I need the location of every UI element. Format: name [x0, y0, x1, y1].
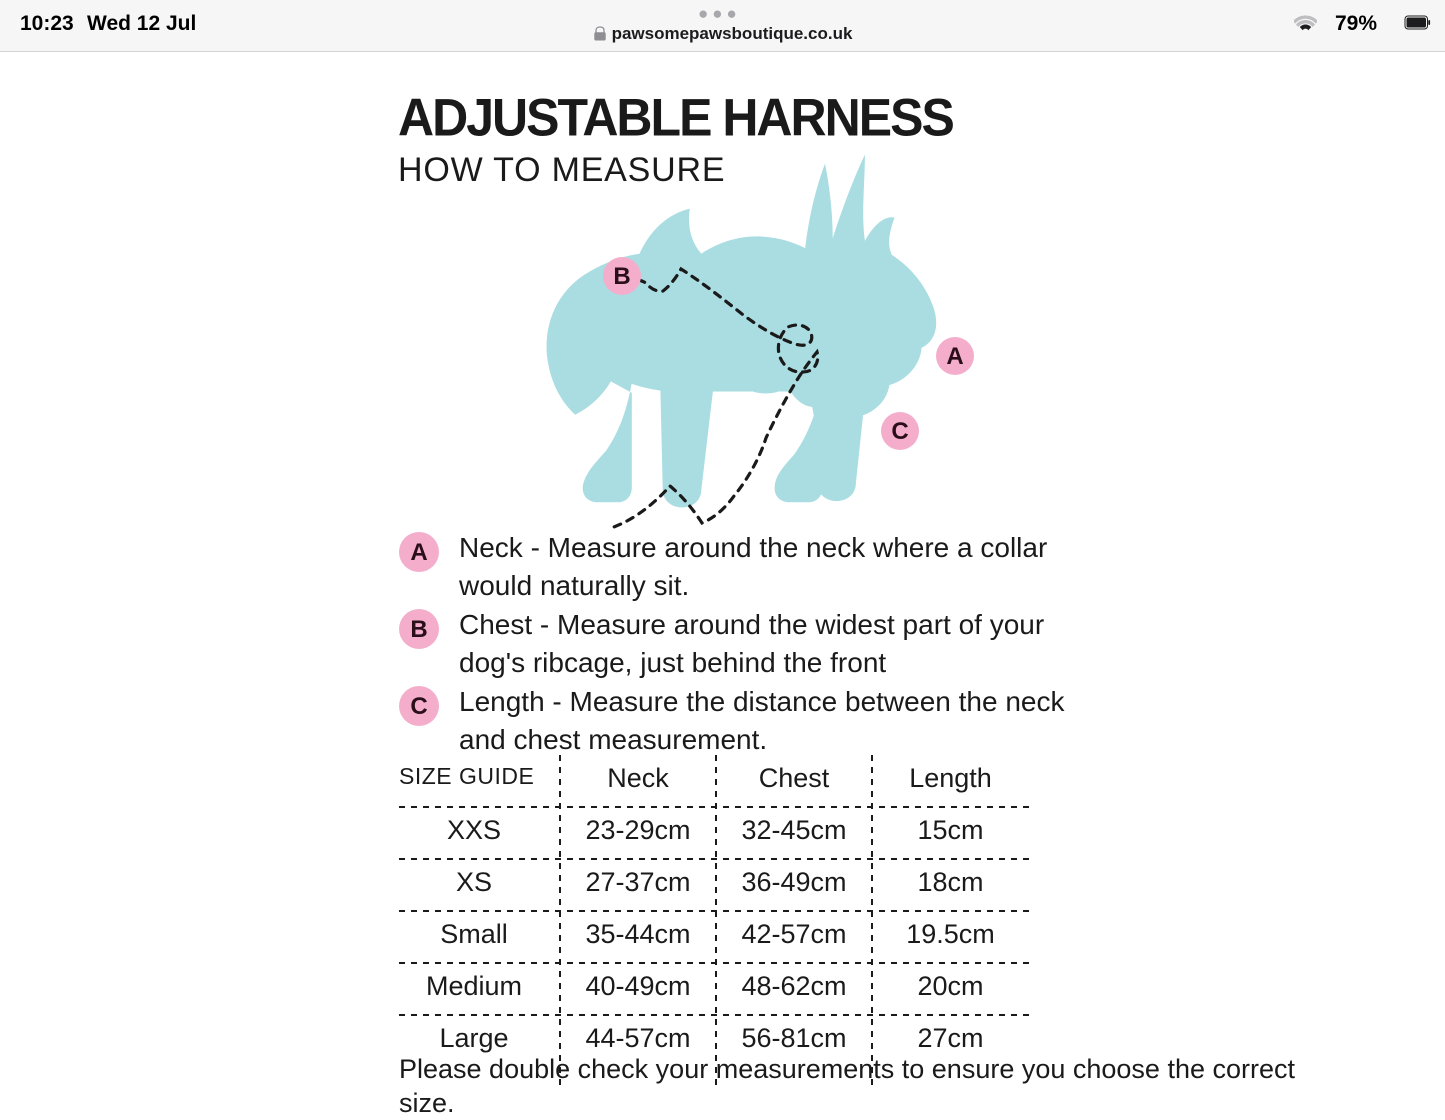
svg-text:B: B	[613, 263, 630, 290]
svg-text:A: A	[946, 343, 963, 370]
svg-text:C: C	[891, 418, 908, 445]
